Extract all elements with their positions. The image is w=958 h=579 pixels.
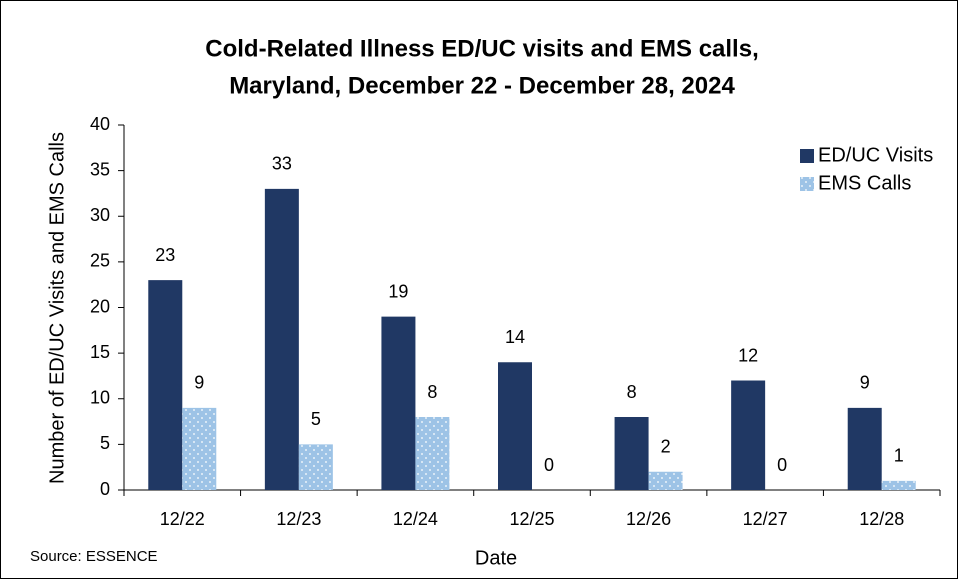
y-tick-label: 30 (90, 205, 110, 225)
y-tick-label: 0 (100, 479, 110, 499)
data-label: 0 (544, 455, 554, 475)
data-label: 12 (738, 345, 758, 365)
bar (614, 417, 649, 490)
data-label: 23 (155, 245, 175, 265)
data-label: 9 (860, 373, 870, 393)
data-label: 0 (777, 455, 787, 475)
chart-title: Cold-Related Illness ED/UC visits and EM… (205, 35, 759, 62)
bar (264, 188, 299, 490)
bar (148, 280, 183, 490)
y-axis-label: Number of ED/UC Visits and EMS Calls (46, 132, 68, 484)
data-label: 1 (894, 446, 904, 466)
data-label: 8 (627, 382, 637, 402)
data-label: 2 (661, 437, 671, 457)
y-tick-label: 5 (100, 433, 110, 453)
legend-swatch (800, 177, 814, 191)
chart-title: Maryland, December 22 - December 28, 202… (229, 72, 735, 99)
bar (182, 407, 217, 490)
legend-label: EMS Calls (818, 172, 911, 194)
bar (648, 471, 683, 490)
y-tick-label: 20 (90, 296, 110, 316)
x-tick-label: 12/24 (393, 509, 438, 529)
y-tick-label: 25 (90, 251, 110, 271)
y-tick-label: 35 (90, 159, 110, 179)
bar (298, 444, 333, 490)
bar (847, 407, 882, 490)
data-label: 33 (272, 154, 292, 174)
data-label: 19 (388, 281, 408, 301)
data-label: 14 (505, 327, 525, 347)
y-tick-label: 40 (90, 114, 110, 134)
x-axis-label: Date (475, 547, 517, 569)
x-tick-label: 12/25 (509, 509, 554, 529)
data-label: 8 (427, 382, 437, 402)
x-tick-label: 12/23 (276, 509, 321, 529)
x-tick-label: 12/22 (160, 509, 205, 529)
legend-swatch (800, 149, 814, 163)
bar (381, 316, 416, 490)
legend-label: ED/UC Visits (818, 144, 933, 166)
x-tick-label: 12/28 (859, 509, 904, 529)
bar (731, 380, 766, 490)
x-tick-label: 12/27 (743, 509, 788, 529)
data-label: 5 (311, 409, 321, 429)
bar (415, 417, 450, 490)
y-tick-label: 15 (90, 342, 110, 362)
y-tick-label: 10 (90, 388, 110, 408)
bar (498, 362, 532, 490)
x-tick-label: 12/26 (626, 509, 671, 529)
source-note: Source: ESSENCE (30, 548, 158, 565)
bar (881, 480, 916, 490)
data-label: 9 (194, 373, 204, 393)
